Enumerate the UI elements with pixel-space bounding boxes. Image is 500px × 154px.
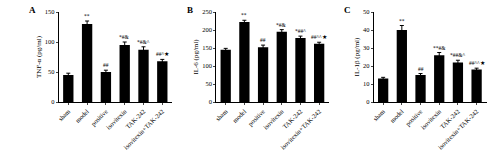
svg-text:isovitexin+TAK-242: isovitexin+TAK-242 — [436, 108, 479, 151]
svg-text:positive: positive — [404, 108, 424, 128]
svg-text:*#&^: *#&^ — [137, 39, 150, 45]
svg-text:**: ** — [241, 12, 247, 18]
svg-text:isovitexin: isovitexin — [262, 107, 286, 131]
svg-text:sham: sham — [214, 108, 229, 123]
svg-text:B: B — [187, 5, 193, 15]
svg-text:model: model — [74, 107, 91, 124]
svg-text:IL-1β (pg/ml): IL-1β (pg/ml) — [353, 37, 361, 76]
svg-text:50: 50 — [363, 8, 370, 15]
svg-text:A: A — [29, 5, 36, 15]
svg-text:50: 50 — [206, 80, 213, 87]
svg-text:positive: positive — [247, 108, 267, 128]
svg-text:**: ** — [84, 13, 90, 19]
svg-text:*##^: *##^ — [295, 28, 306, 34]
svg-text:40: 40 — [363, 26, 370, 33]
svg-text:**#&: **#& — [433, 45, 446, 51]
svg-text:150: 150 — [45, 8, 55, 15]
svg-text:sham: sham — [57, 108, 72, 123]
svg-text:0: 0 — [209, 98, 212, 105]
svg-text:##^^★: ##^^★ — [469, 60, 485, 66]
svg-text:100: 100 — [45, 38, 55, 45]
svg-text:**: ** — [399, 18, 405, 24]
svg-text:10: 10 — [363, 80, 370, 87]
svg-text:isovitexin+TAK-242: isovitexin+TAK-242 — [279, 108, 322, 151]
svg-text:##^^★: ##^^★ — [311, 34, 327, 40]
svg-text:*#&: *#& — [119, 34, 130, 40]
svg-text:TAK-242: TAK-242 — [438, 108, 460, 130]
svg-text:0: 0 — [51, 98, 54, 105]
svg-text:30: 30 — [363, 44, 370, 51]
svg-text:IL-6 (pg/ml): IL-6 (pg/ml) — [192, 39, 200, 75]
svg-text:200: 200 — [202, 26, 212, 33]
svg-text:150: 150 — [202, 44, 212, 51]
svg-text:model: model — [388, 107, 405, 124]
svg-text:TAK-242: TAK-242 — [124, 108, 146, 130]
svg-text:model: model — [231, 107, 248, 124]
svg-text:##: ## — [418, 66, 424, 72]
svg-text:C: C — [344, 5, 351, 15]
svg-text:##^★: ##^★ — [156, 51, 169, 57]
svg-text:50: 50 — [48, 68, 55, 75]
svg-text:TNF-α (pg/ml): TNF-α (pg/ml) — [35, 35, 43, 78]
svg-text:250: 250 — [202, 8, 212, 15]
svg-text:isovitexin: isovitexin — [105, 107, 129, 131]
svg-text:*#&: *#& — [276, 22, 287, 28]
svg-text:100: 100 — [202, 62, 212, 69]
svg-text:*##&^: *##&^ — [450, 52, 466, 58]
svg-text:isovitexin+TAK-242: isovitexin+TAK-242 — [122, 108, 165, 151]
svg-text:##: ## — [103, 62, 109, 68]
svg-text:isovitexin: isovitexin — [419, 107, 443, 131]
svg-text:TAK-242: TAK-242 — [281, 108, 303, 130]
svg-text:20: 20 — [363, 62, 370, 69]
svg-text:positive: positive — [89, 108, 109, 128]
svg-text:0: 0 — [366, 98, 369, 105]
svg-text:sham: sham — [371, 108, 386, 123]
svg-text:##: ## — [260, 37, 266, 43]
